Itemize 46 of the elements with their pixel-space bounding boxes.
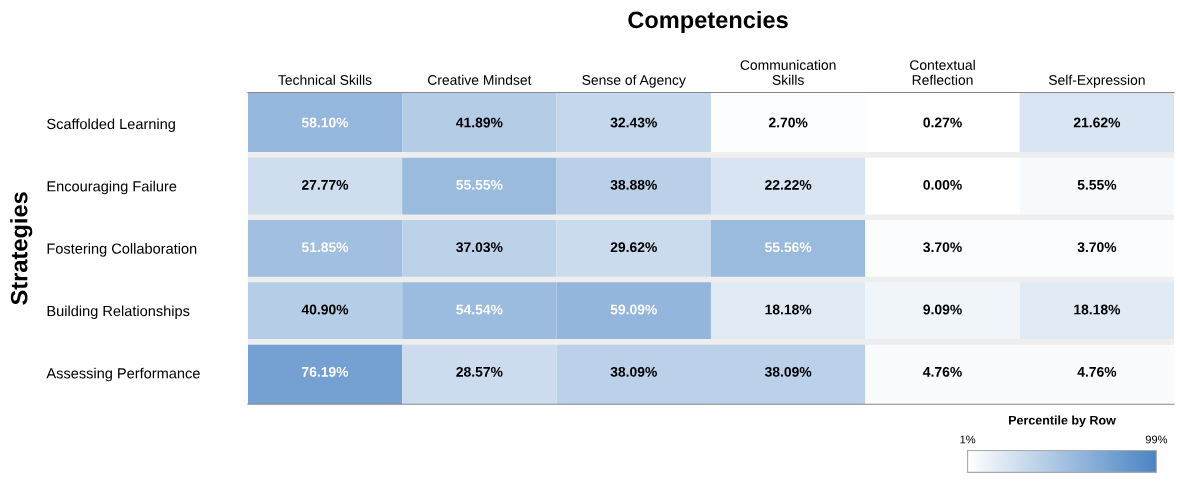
data-label: 29.62% bbox=[610, 242, 657, 253]
x-tick-label: Self-Expression bbox=[1048, 74, 1145, 88]
data-label: 51.85% bbox=[301, 242, 349, 253]
data-label: 18.18% bbox=[1074, 304, 1121, 315]
data-label: 3.70% bbox=[1077, 242, 1117, 253]
x-tick-label: Creative Mindset bbox=[427, 74, 532, 85]
data-label: 9.09% bbox=[923, 304, 962, 315]
data-label: 5.55% bbox=[1077, 179, 1117, 190]
data-label: 3.70% bbox=[923, 242, 962, 253]
x-tick-label: Sense of Agency bbox=[582, 74, 686, 88]
data-label: 28.57% bbox=[456, 366, 503, 377]
data-label: 76.19% bbox=[302, 366, 349, 377]
data-label: 4.76% bbox=[1077, 366, 1117, 377]
color-bar-label: 99% bbox=[1145, 435, 1168, 444]
data-label: 32.43% bbox=[610, 117, 657, 128]
data-label: 18.18% bbox=[765, 304, 812, 315]
y-tick-label: Scaffolded Learning bbox=[47, 118, 175, 133]
data-label: 27.77% bbox=[301, 179, 349, 190]
data-label: 54.54% bbox=[456, 304, 503, 315]
color-bar-title: Percentile by Row bbox=[1009, 415, 1116, 428]
x-tick-label: Contextual Reflection bbox=[910, 59, 975, 85]
y-tick-label: Encouraging Failure bbox=[47, 180, 177, 195]
y-tick-label: Assessing Performance bbox=[46, 367, 200, 382]
data-label: 2.70% bbox=[768, 117, 808, 128]
y-axis-title: Strategies bbox=[10, 192, 33, 305]
y-tick-label: Fostering Collaboration bbox=[47, 243, 197, 257]
data-label: 38.09% bbox=[764, 366, 812, 377]
data-label: 55.56% bbox=[765, 242, 812, 253]
data-label: 38.09% bbox=[610, 366, 657, 377]
data-label: 58.10% bbox=[301, 117, 349, 128]
data-label: 0.00% bbox=[923, 179, 962, 190]
data-label: 40.90% bbox=[301, 304, 349, 315]
color-bar-label: 1% bbox=[960, 435, 976, 444]
x-tick-label: Technical Skills bbox=[278, 74, 372, 85]
data-label: 0.27% bbox=[923, 117, 962, 128]
chart-title: Competencies bbox=[628, 10, 788, 33]
x-tick-label: Communication Skills bbox=[740, 59, 836, 85]
data-label: 22.22% bbox=[765, 179, 812, 190]
data-label: 38.88% bbox=[610, 179, 657, 190]
data-label: 59.09% bbox=[610, 304, 657, 315]
y-tick-label: Building Relationships bbox=[47, 305, 190, 320]
data-label: 21.62% bbox=[1073, 117, 1121, 128]
data-label: 41.89% bbox=[456, 117, 503, 128]
data-label: 4.76% bbox=[923, 366, 962, 377]
data-label: 37.03% bbox=[456, 242, 503, 253]
data-label: 55.55% bbox=[456, 179, 503, 190]
